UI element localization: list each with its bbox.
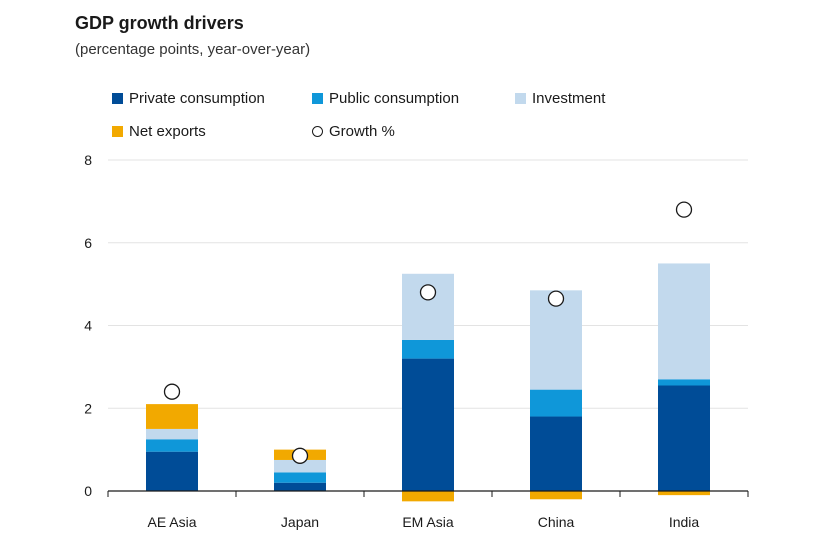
bar-segment	[402, 273, 454, 340]
bar-segment	[658, 491, 710, 496]
chart-subtitle: (percentage points, year-over-year)	[75, 41, 311, 58]
legend-swatch-net-exports	[112, 126, 123, 137]
legend-swatch-public-consumption	[312, 93, 323, 104]
bar-segment	[530, 416, 582, 491]
legend-swatch-investment	[515, 93, 526, 104]
chart-title: GDP growth drivers	[75, 13, 244, 33]
y-tick-label: 8	[84, 152, 92, 168]
legend-item-public-consumption: Public consumption	[312, 90, 459, 107]
bar-segment	[658, 385, 710, 491]
legend-swatch-growth-circle-icon	[312, 126, 323, 137]
legend-label: Investment	[532, 90, 606, 107]
bar-segment	[146, 428, 198, 440]
bar-segment	[658, 379, 710, 386]
growth-marker	[163, 383, 181, 400]
bar-segment	[274, 459, 326, 473]
legend-swatch-private-consumption	[112, 93, 123, 104]
legend-item-investment: Investment	[515, 90, 605, 107]
x-tick-label: EM Asia	[402, 514, 454, 530]
legend-label: Private consumption	[129, 90, 265, 107]
x-tick-label: AE Asia	[147, 514, 196, 530]
bar-segment	[530, 491, 582, 500]
y-tick-label: 4	[84, 318, 92, 334]
growth-marker	[675, 201, 693, 218]
bar-segment	[146, 451, 198, 491]
legend-item-growth: Growth %	[312, 123, 395, 140]
y-tick-label: 0	[84, 483, 92, 499]
y-tick-label: 6	[84, 235, 92, 251]
bar-segment	[530, 389, 582, 417]
x-tick-label: India	[669, 514, 700, 530]
legend-label: Growth %	[329, 123, 395, 140]
legend-label: Public consumption	[329, 90, 460, 107]
bar-segment	[274, 472, 326, 483]
bar-segment	[402, 339, 454, 359]
x-tick-label: China	[538, 514, 575, 530]
bar-segment	[658, 263, 710, 380]
x-tick-label: Japan	[281, 514, 319, 530]
bar-segment	[274, 482, 326, 491]
y-tick-label: 2	[84, 400, 92, 416]
legend-item-net-exports: Net exports	[112, 123, 206, 140]
bar-segment	[146, 439, 198, 452]
bar-segment	[530, 290, 582, 390]
legend-item-private-consumption: Private consumption	[112, 90, 265, 107]
bar-segment	[402, 358, 454, 491]
growth-marker	[291, 447, 309, 464]
bar-segment	[146, 404, 198, 429]
growth-marker	[419, 284, 437, 301]
growth-marker	[547, 290, 565, 307]
legend-label: Net exports	[129, 123, 206, 140]
bar-segment	[402, 491, 454, 502]
